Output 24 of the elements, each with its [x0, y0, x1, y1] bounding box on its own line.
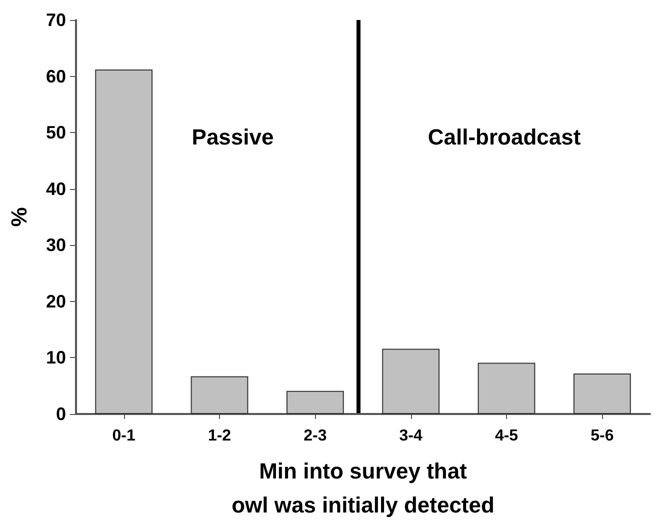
x-tick-label: 0-1	[112, 428, 136, 444]
y-tick-label: 10	[46, 348, 66, 368]
y-axis-title: %	[6, 207, 32, 227]
y-tick-label: 30	[46, 235, 66, 256]
y-tick-label: 50	[46, 122, 66, 143]
x-tick-label: 1-2	[208, 428, 232, 444]
bar	[95, 70, 153, 414]
x-tick-label: 4-5	[494, 428, 518, 444]
annotation: Passive	[192, 124, 274, 150]
x-tick-label: 5-6	[590, 428, 614, 444]
bar	[286, 390, 344, 414]
x-axis-title: Min into survey that owl was initially detected	[232, 458, 494, 518]
y-tick-label: 40	[46, 178, 66, 199]
bar	[573, 373, 631, 414]
y-tick-label: 70	[46, 10, 66, 30]
x-tick-label: 3-4	[399, 428, 422, 444]
y-tick-label: 60	[46, 66, 66, 86]
annotation: Call-broadcast	[428, 124, 582, 150]
bar	[190, 376, 248, 414]
y-tick-label: 20	[46, 291, 66, 312]
bar	[382, 348, 440, 414]
bar	[478, 362, 536, 414]
x-tick-label: 2-3	[304, 428, 327, 444]
y-tick-label: 0	[56, 404, 66, 424]
